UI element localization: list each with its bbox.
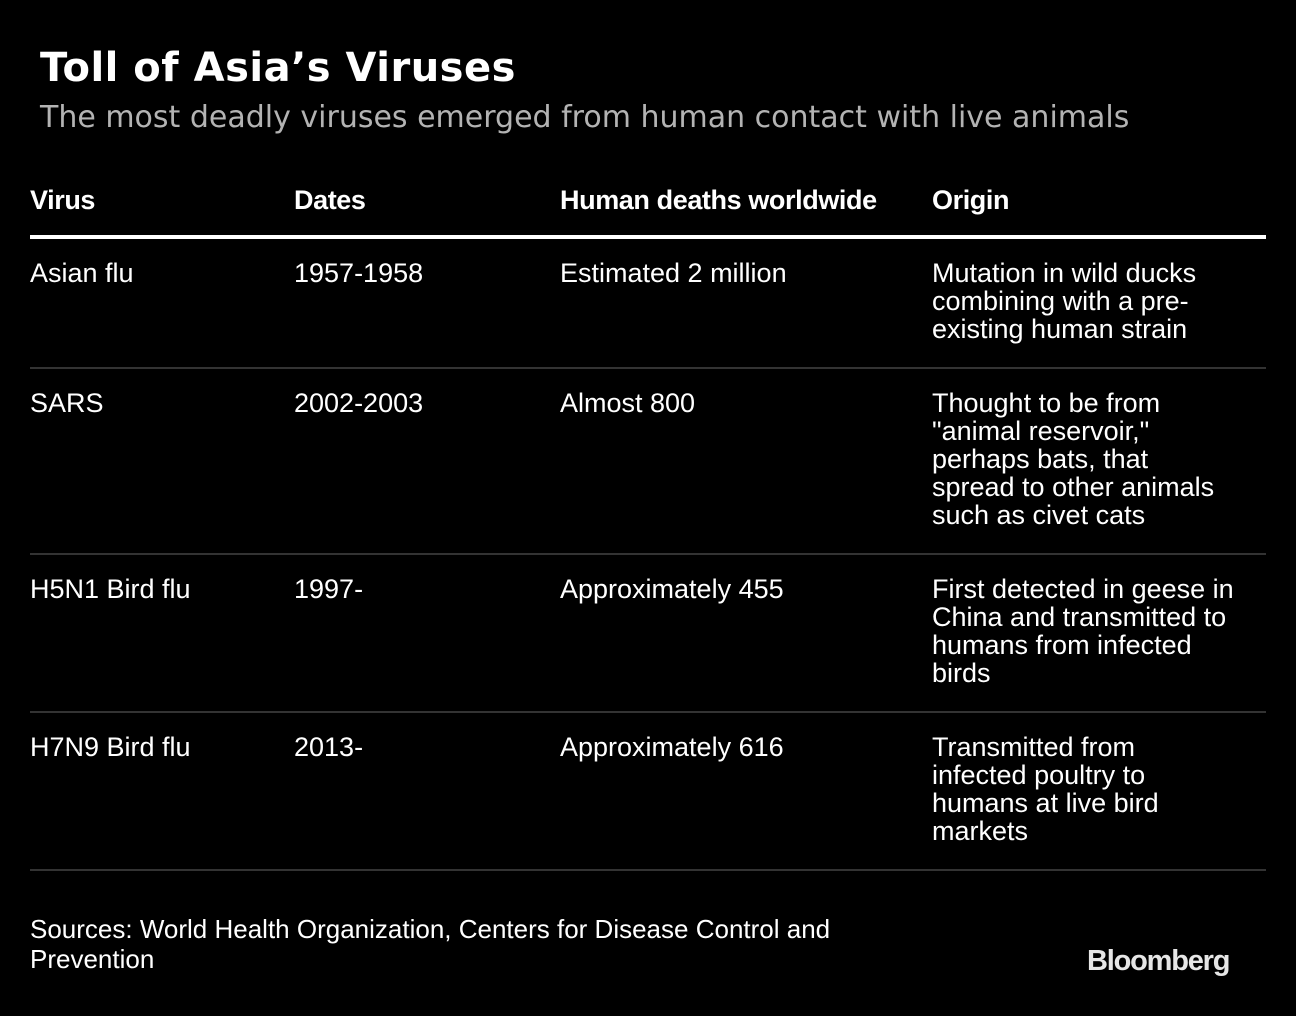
deaths-cell: Approximately 455 [560, 574, 784, 604]
origin-cell: Mutation in wild ducks combining with a … [932, 258, 1197, 344]
dates-cell: 2013- [294, 732, 364, 762]
deaths-cell: Approximately 616 [560, 732, 784, 762]
dates-cell: 2002-2003 [294, 388, 424, 418]
column-header-dates: Dates [294, 185, 366, 215]
column-header-origin: Origin [932, 185, 1010, 215]
chart-title: Toll of Asia’s Viruses [40, 45, 516, 91]
bloomberg-logo: Bloomberg [1087, 945, 1230, 977]
table-row: SARS 2002-2003 Almost 800 Thought to be … [30, 369, 1266, 555]
virus-cell: Asian flu [30, 258, 134, 288]
dates-cell: 1997- [294, 574, 364, 604]
deaths-cell: Almost 800 [560, 388, 696, 418]
chart-subtitle: The most deadly viruses emerged from hum… [40, 100, 1130, 135]
table-header-row: Virus Dates Human deaths worldwide Origi… [30, 183, 1266, 239]
virus-cell: SARS [30, 388, 104, 418]
dates-cell: 1957-1958 [294, 258, 424, 288]
table-row: H7N9 Bird flu 2013- Approximately 616 Tr… [30, 713, 1266, 871]
sources-note: Sources: World Health Organization, Cent… [30, 914, 831, 974]
virus-table: Virus Dates Human deaths worldwide Origi… [30, 183, 1266, 871]
table-row: Asian flu 1957-1958 Estimated 2 million … [30, 239, 1266, 369]
origin-cell: First detected in geese in China and tra… [932, 574, 1234, 688]
deaths-cell: Estimated 2 million [560, 258, 787, 288]
column-header-deaths: Human deaths worldwide [560, 185, 877, 215]
column-header-virus: Virus [30, 185, 96, 215]
table-row: H5N1 Bird flu 1997- Approximately 455 Fi… [30, 555, 1266, 713]
virus-cell: H7N9 Bird flu [30, 732, 191, 762]
virus-cell: H5N1 Bird flu [30, 574, 191, 604]
origin-cell: Transmitted from infected poultry to hum… [932, 732, 1159, 846]
origin-cell: Thought to be from "animal reservoir," p… [932, 388, 1215, 530]
